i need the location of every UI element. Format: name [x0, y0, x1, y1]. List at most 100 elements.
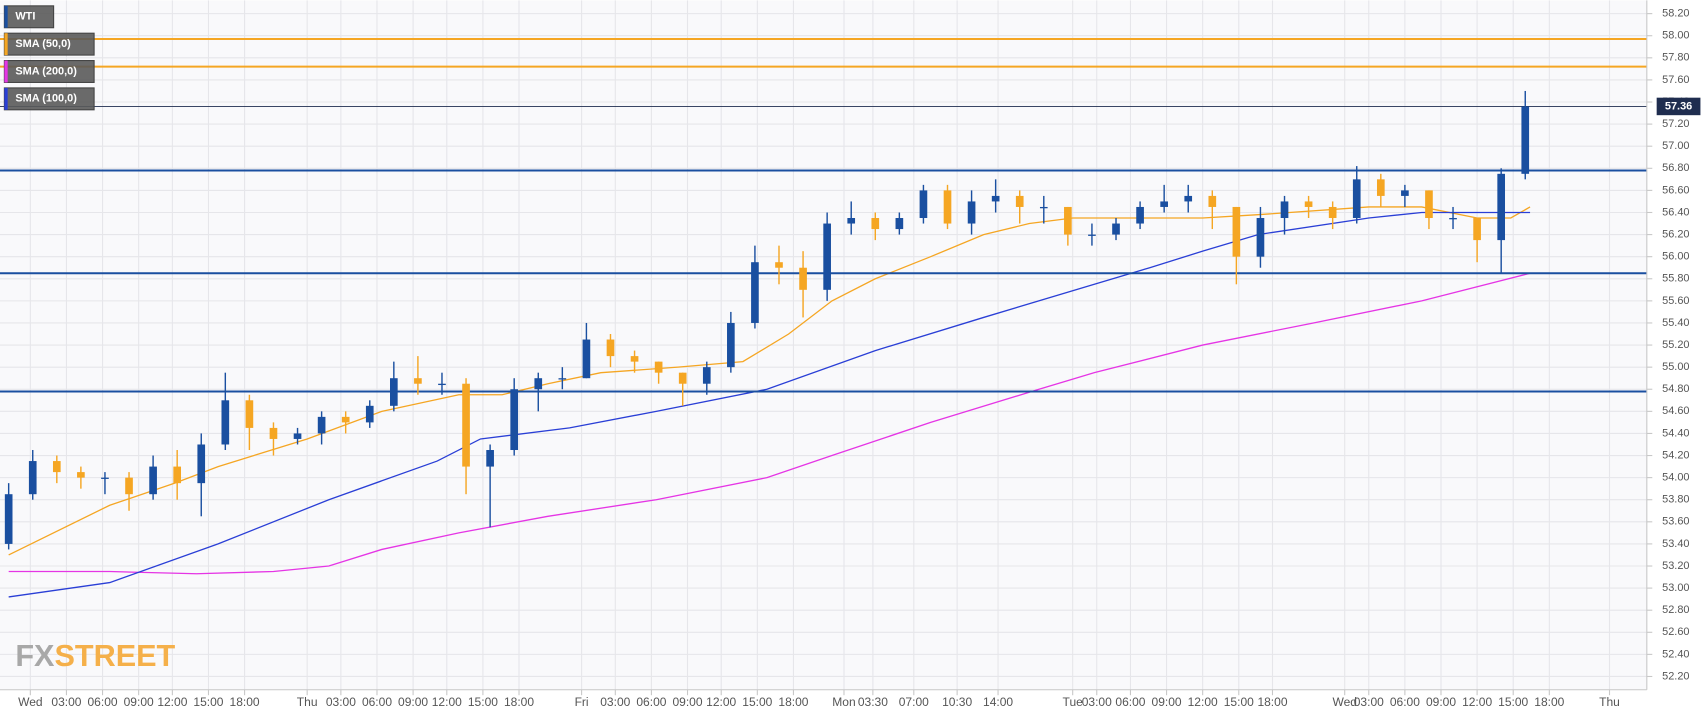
candle-body [101, 477, 109, 479]
legend-swatch [4, 5, 8, 28]
x-tick-label: 09:00 [672, 695, 702, 709]
candle-body [52, 461, 61, 473]
x-tick-label: 09:00 [124, 695, 154, 709]
candle-body [654, 361, 663, 373]
y-tick-label: 57.60 [1662, 74, 1689, 86]
x-tick-label: 10:30 [942, 695, 972, 709]
x-tick-label: 06:00 [1115, 695, 1145, 709]
candle-body [1256, 218, 1265, 257]
x-tick-label: 15:00 [1498, 695, 1528, 709]
x-tick-label: 06:00 [1390, 695, 1420, 709]
y-tick-label: 52.20 [1662, 670, 1689, 682]
y-tick-label: 58.00 [1662, 30, 1689, 42]
y-tick-label: 54.00 [1662, 472, 1689, 484]
legend-swatch [4, 60, 8, 83]
candle-body [414, 378, 422, 384]
watermark-suffix: STREET [54, 639, 175, 673]
x-tick-label: 18:00 [1534, 695, 1564, 709]
candle-body [365, 405, 374, 423]
y-tick-label: 54.40 [1662, 427, 1689, 439]
x-tick-label: Thu [1599, 695, 1620, 709]
x-tick-label: 12:00 [1462, 695, 1492, 709]
candle-body [269, 427, 278, 439]
candle-body [871, 218, 880, 230]
candle-body [462, 383, 470, 467]
x-tick-label: Fri [575, 695, 589, 709]
x-tick-label: 18:00 [504, 695, 534, 709]
y-tick-label: 56.20 [1662, 228, 1689, 240]
candle-body [534, 378, 543, 390]
candle-body [1473, 218, 1481, 241]
y-tick-label: 57.80 [1662, 52, 1689, 64]
last-price-box [1656, 97, 1701, 116]
candle-body [1280, 201, 1289, 219]
x-tick-label: 15:00 [742, 695, 772, 709]
y-tick-label: 53.80 [1662, 494, 1689, 506]
candle-body [1184, 195, 1193, 202]
x-tick-label: Tue [1063, 695, 1084, 709]
candle-body [77, 472, 85, 478]
x-tick-label: 03:00 [51, 695, 81, 709]
candle-body [943, 190, 952, 224]
legend-label: SMA (50,0) [15, 38, 71, 50]
x-tick-label: Mon [832, 695, 855, 709]
y-tick-label: 57.00 [1662, 140, 1689, 152]
candle-body [149, 466, 157, 495]
candle-body [678, 372, 687, 384]
candle-body [630, 356, 639, 362]
candle-body [847, 218, 856, 224]
levels [0, 38, 1647, 393]
y-tick-label: 52.60 [1662, 626, 1689, 638]
y-tick-label: 54.60 [1662, 405, 1689, 417]
candle-body [895, 218, 904, 230]
grid [0, 0, 1647, 690]
candle-body [1425, 190, 1433, 219]
y-tick-label: 53.00 [1662, 582, 1689, 594]
candle-body [293, 433, 302, 439]
candle-body [1015, 195, 1024, 207]
x-tick-label: 12:00 [1188, 695, 1218, 709]
x-tick-label: 09:00 [398, 695, 428, 709]
x-tick-label: 06:00 [362, 695, 392, 709]
y-tick-label: 58.20 [1662, 8, 1689, 20]
candle-body [702, 367, 711, 384]
watermark-prefix: FX [15, 639, 55, 673]
legend: WTI SMA (50,0) SMA (200,0) SMA (100,0) [3, 5, 95, 111]
candle-body [1497, 173, 1506, 241]
candle-body [775, 262, 783, 268]
y-tick-label: 57.20 [1662, 118, 1689, 130]
candle-body [221, 400, 230, 445]
y-tick-label: 55.40 [1662, 317, 1689, 329]
candles [4, 90, 1530, 550]
x-tick-label: 07:00 [899, 695, 929, 709]
x-tick-label: 18:00 [230, 695, 260, 709]
y-tick-label: 55.60 [1662, 295, 1689, 307]
last-price-label: 57.36 [1665, 100, 1692, 112]
candle-body [28, 461, 37, 495]
candle-body [1160, 201, 1168, 207]
candle-body [991, 195, 1000, 202]
sma-line [8, 272, 1531, 575]
y-tick-label: 56.00 [1662, 251, 1689, 263]
candle-body [558, 378, 567, 380]
y-tick-label: 52.40 [1662, 648, 1689, 660]
candle-body [606, 339, 615, 357]
x-tick-label: 03:30 [858, 695, 888, 709]
y-tick-label: 54.20 [1662, 449, 1689, 461]
candle-body [1039, 206, 1048, 209]
candle-body [967, 201, 976, 224]
y-tick-label: 55.00 [1662, 361, 1689, 373]
x-tick-label: 12:00 [706, 695, 736, 709]
candle-body [919, 190, 928, 219]
y-tick-label: 52.80 [1662, 604, 1689, 616]
legend-label: WTI [15, 11, 35, 23]
x-tick-label: 03:00 [326, 695, 356, 709]
candle-body [1136, 206, 1144, 224]
candle-body [510, 389, 519, 451]
y-tick-label: 55.80 [1662, 273, 1689, 285]
legend-swatch [4, 33, 8, 56]
x-tick-label: 03:00 [1082, 695, 1112, 709]
candle-body [1112, 223, 1120, 235]
